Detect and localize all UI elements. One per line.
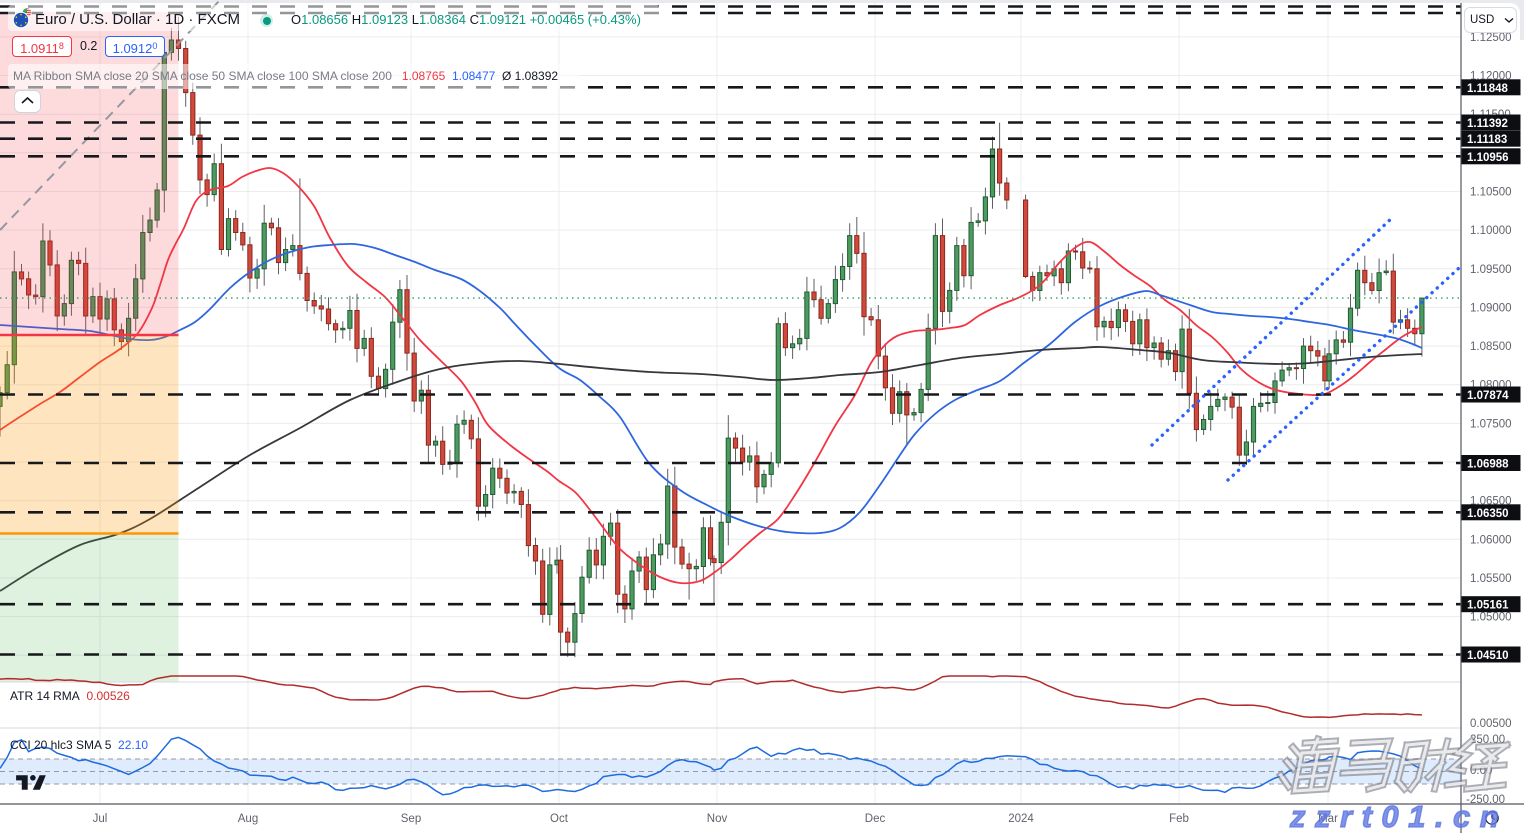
- svg-text:1.11392: 1.11392: [1467, 118, 1508, 130]
- svg-text:1.12500: 1.12500: [1470, 32, 1512, 44]
- svg-text:Feb: Feb: [1169, 813, 1189, 825]
- svg-text:2024: 2024: [1008, 813, 1034, 825]
- svg-text:Nov: Nov: [707, 813, 728, 825]
- svg-text:Dec: Dec: [865, 813, 886, 825]
- svg-text:Oct: Oct: [550, 813, 569, 825]
- svg-text:1.10000: 1.10000: [1470, 225, 1512, 237]
- svg-text:CCI 20 hlc3 SMA 5 22.10: CCI 20 hlc3 SMA 5 22.10: [10, 738, 148, 752]
- svg-text:1.06350: 1.06350: [1467, 508, 1509, 520]
- svg-text:1.05000: 1.05000: [1470, 612, 1512, 624]
- svg-text:zzrt01.cn: zzrt01.cn: [1289, 799, 1508, 833]
- svg-text:Mar: Mar: [1318, 813, 1338, 825]
- svg-text:Sep: Sep: [401, 813, 421, 825]
- svg-text:1.11183: 1.11183: [1467, 134, 1507, 146]
- svg-text:ATR 14 RMA 0.00526: ATR 14 RMA 0.00526: [10, 689, 130, 703]
- svg-text:1.07500: 1.07500: [1470, 418, 1512, 430]
- svg-text:1.04510: 1.04510: [1467, 650, 1509, 662]
- svg-text:1.05500: 1.05500: [1470, 573, 1512, 585]
- svg-text:-250.00: -250.00: [1466, 794, 1505, 806]
- svg-text:1.09500: 1.09500: [1470, 264, 1512, 276]
- svg-text:0.00500: 0.00500: [1470, 718, 1512, 730]
- svg-text:1.06000: 1.06000: [1470, 534, 1512, 546]
- svg-text:Jul: Jul: [93, 813, 108, 825]
- svg-text:1.07874: 1.07874: [1467, 390, 1509, 402]
- svg-text:1.09000: 1.09000: [1470, 302, 1512, 314]
- svg-text:1.06988: 1.06988: [1467, 459, 1509, 471]
- svg-text:1.05161: 1.05161: [1467, 600, 1509, 612]
- svg-text:1.10956: 1.10956: [1467, 152, 1509, 164]
- svg-text:1.11848: 1.11848: [1467, 83, 1509, 95]
- svg-text:Aug: Aug: [238, 813, 258, 825]
- svg-text:1.08500: 1.08500: [1470, 341, 1512, 353]
- svg-text:1.10500: 1.10500: [1470, 187, 1512, 199]
